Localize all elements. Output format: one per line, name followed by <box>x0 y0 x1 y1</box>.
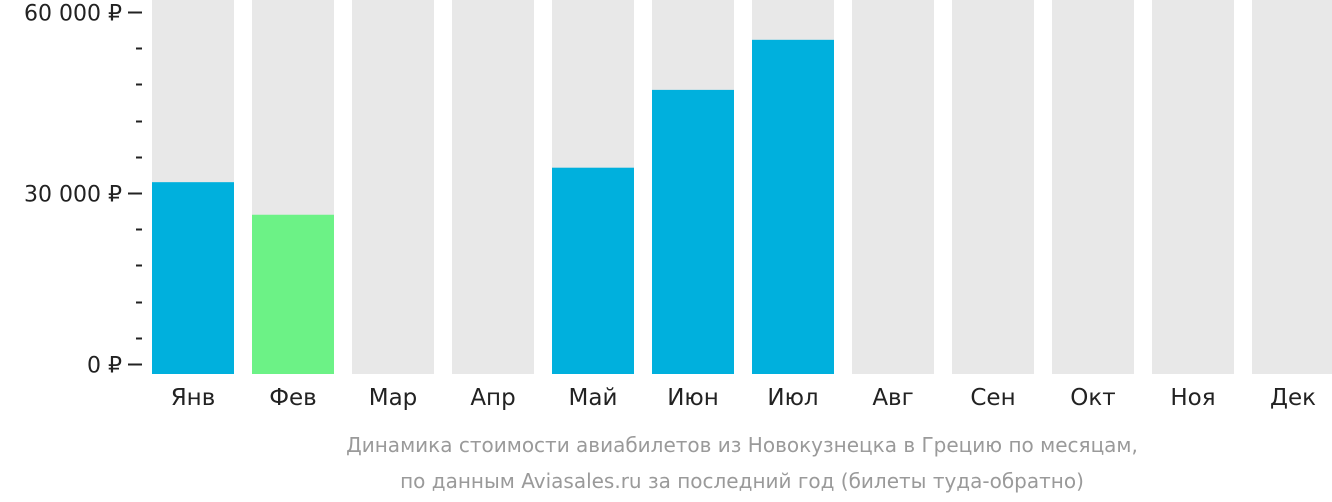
x-tick-label-12: Дек <box>1270 385 1316 411</box>
chart-caption-line-1: Динамика стоимости авиабилетов из Новоку… <box>346 433 1138 457</box>
y-tick-label-2: 30 000 ₽ <box>24 183 122 208</box>
x-tick-label-1: Янв <box>171 385 216 411</box>
background-bar-3 <box>352 0 434 374</box>
background-bar-10 <box>1052 0 1134 374</box>
x-tick-label-6: Июн <box>667 385 719 411</box>
x-tick-label-3: Мар <box>369 385 418 411</box>
background-bar-4 <box>452 0 534 374</box>
background-bar-9 <box>952 0 1034 374</box>
background-bar-12 <box>1252 0 1332 374</box>
bar-6[interactable] <box>652 89 734 374</box>
x-tick-label-2: Фев <box>269 385 317 411</box>
y-tick-label-3: 60 000 ₽ <box>24 2 122 27</box>
y-tick-label-1: 0 ₽ <box>87 354 122 379</box>
y-axis: 0 ₽ 30 000 ₽ 60 000 ₽ <box>24 2 142 379</box>
x-tick-label-9: Сен <box>970 385 1015 411</box>
x-tick-label-10: Окт <box>1070 385 1115 411</box>
x-tick-label-5: Май <box>569 385 618 411</box>
x-tick-label-11: Ноя <box>1170 385 1215 411</box>
chart-caption-line-2: по данным Aviasales.ru за последний год … <box>400 469 1084 493</box>
bar-5[interactable] <box>552 167 634 374</box>
bar-1[interactable] <box>152 182 234 374</box>
bar-7[interactable] <box>752 39 834 375</box>
x-tick-label-7: Июл <box>767 385 818 411</box>
background-bar-8 <box>852 0 934 374</box>
x-tick-label-8: Авг <box>872 385 913 411</box>
x-axis-labels: Янв Фев Мар Апр Май Июн Июл Авг Сен Окт Ноя Дек <box>171 385 1316 411</box>
bar-2[interactable] <box>252 214 334 374</box>
value-bars <box>152 39 834 375</box>
x-tick-label-4: Апр <box>470 385 515 411</box>
background-bar-11 <box>1152 0 1234 374</box>
